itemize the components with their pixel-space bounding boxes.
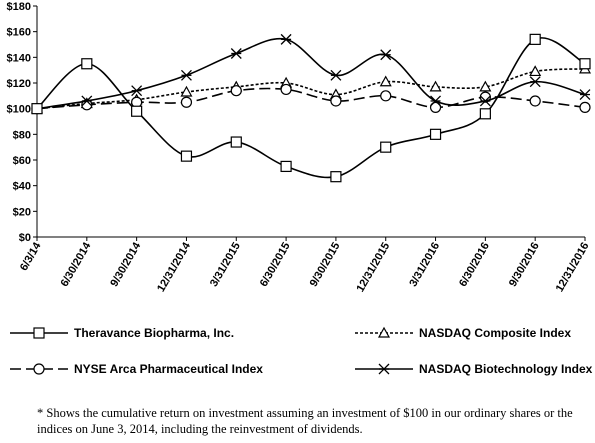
series-square: [31, 33, 591, 183]
data-point: [379, 75, 392, 87]
legend-label: NASDAQ Biotechnology Index: [419, 362, 593, 376]
chart-axes: $0 $20 $40 $60 $80 $100 $120 $140 $160 $180 6/3/14…: [7, 1, 592, 294]
chart-legend: Theravance Biopharma, Inc. NASDAQ Composi…: [10, 326, 593, 376]
x-tick-label: 3/31/2015: [208, 240, 243, 288]
data-point: [429, 128, 442, 140]
data-point: [330, 171, 342, 183]
legend-item: NASDAQ Biotechnology Index: [355, 362, 593, 376]
y-tick-label: $80: [13, 129, 31, 141]
x-tick-label: 6/30/2014: [59, 240, 94, 289]
performance-chart: $0 $20 $40 $60 $80 $100 $120 $140 $160 $180 6/3/14…: [7, 1, 593, 376]
legend-marker: [377, 326, 391, 338]
legend-marker: [33, 363, 45, 375]
legend-marker: [33, 327, 45, 339]
y-tick-label: $160: [7, 27, 31, 39]
data-point: [330, 95, 342, 107]
x-tick-label: 12/31/2014: [155, 240, 193, 294]
data-point: [479, 80, 492, 92]
data-point: [230, 136, 242, 148]
data-point: [529, 95, 541, 107]
data-point: [330, 69, 342, 81]
x-tick-label: 9/30/2016: [507, 241, 542, 289]
y-tick-label: $0: [19, 232, 31, 244]
data-point: [479, 108, 491, 120]
x-tick-label: 6/30/2016: [457, 241, 492, 289]
chart-series: [30, 33, 592, 183]
data-point: [280, 33, 292, 45]
data-point: [81, 95, 93, 107]
series-line: [36, 37, 586, 179]
data-point: [430, 95, 442, 107]
data-point: [230, 85, 242, 97]
data-point: [280, 83, 292, 96]
legend-item: NYSE Arca Pharmaceutical Index: [10, 362, 263, 376]
legend-marker: [378, 363, 390, 375]
data-point: [429, 80, 442, 92]
data-point: [81, 99, 93, 111]
data-point: [579, 58, 591, 70]
data-point: [529, 65, 542, 77]
legend-label: NYSE Arca Pharmaceutical Index: [74, 362, 263, 376]
y-tick-label: $20: [13, 206, 31, 218]
data-point: [131, 105, 143, 117]
y-tick-label: $40: [13, 181, 31, 193]
data-point: [81, 58, 93, 70]
data-point: [380, 141, 392, 153]
y-tick-label: $60: [13, 155, 31, 167]
chart-footnote: * Shows the cumulative return on investm…: [37, 406, 573, 436]
data-point: [529, 33, 541, 45]
data-point: [31, 103, 43, 115]
x-tick-label: 12/31/2015: [354, 241, 392, 295]
y-tick-label: $100: [7, 104, 31, 116]
series-star: [31, 33, 591, 115]
legend-label: Theravance Biopharma, Inc.: [74, 326, 234, 340]
legend-label: NASDAQ Composite Index: [419, 326, 571, 340]
data-point: [380, 49, 392, 61]
data-point: [579, 101, 591, 113]
x-tick-label: 3/31/2016: [407, 241, 442, 289]
y-tick-label: $180: [7, 1, 31, 13]
data-point: [180, 96, 193, 108]
y-tick-label: $140: [7, 52, 31, 64]
data-point: [529, 76, 541, 88]
data-point: [131, 85, 143, 97]
data-point: [380, 90, 392, 102]
data-point: [180, 69, 192, 81]
y-tick-label: $120: [7, 78, 31, 90]
data-point: [479, 95, 491, 107]
data-point: [429, 101, 442, 113]
x-tick-label: 6/30/2015: [258, 241, 293, 289]
data-point: [280, 160, 292, 173]
data-point: [230, 48, 242, 59]
data-point: [180, 85, 193, 97]
x-tick-label: 12/31/2016: [554, 241, 592, 295]
x-tick-label: 9/30/2015: [308, 241, 343, 289]
x-tick-label: 9/30/2014: [108, 240, 143, 289]
x-tick-label: 6/3/14: [18, 240, 44, 273]
series-line: [36, 37, 586, 110]
series-triangle: [30, 62, 592, 114]
legend-item: NASDAQ Composite Index: [355, 326, 571, 340]
data-point: [579, 89, 591, 101]
data-point: [180, 150, 193, 162]
legend-item: Theravance Biopharma, Inc.: [10, 326, 234, 340]
